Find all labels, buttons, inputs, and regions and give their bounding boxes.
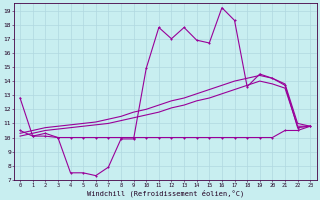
X-axis label: Windchill (Refroidissement éolien,°C): Windchill (Refroidissement éolien,°C): [86, 189, 244, 197]
